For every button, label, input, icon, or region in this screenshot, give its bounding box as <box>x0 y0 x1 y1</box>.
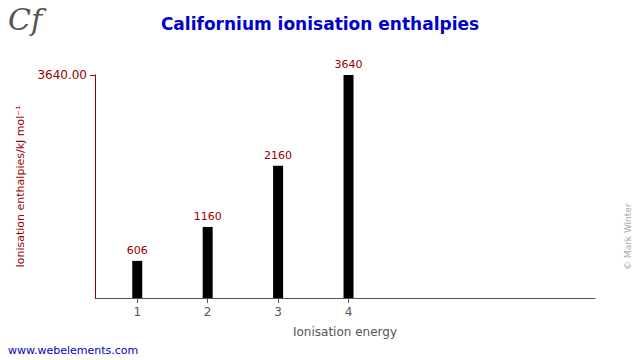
svg-text:2160: 2160 <box>264 149 292 162</box>
svg-text:606: 606 <box>127 244 148 257</box>
svg-text:3640: 3640 <box>335 58 363 71</box>
svg-text:3640.00: 3640.00 <box>37 68 87 82</box>
svg-text:4: 4 <box>345 305 353 319</box>
svg-text:Cf: Cf <box>8 2 47 37</box>
svg-text:1: 1 <box>133 305 141 319</box>
svg-text:1160: 1160 <box>194 210 222 223</box>
svg-text:© Mark Winter: © Mark Winter <box>623 203 633 270</box>
svg-text:www.webelements.com: www.webelements.com <box>8 344 138 357</box>
svg-text:Californium ionisation enthalp: Californium ionisation enthalpies <box>161 14 479 34</box>
svg-text:3: 3 <box>274 305 282 319</box>
svg-text:Ionisation enthalpies/kJ mol⁻¹: Ionisation enthalpies/kJ mol⁻¹ <box>14 106 27 268</box>
svg-text:Ionisation energy: Ionisation energy <box>293 325 397 339</box>
svg-text:2: 2 <box>204 305 212 319</box>
